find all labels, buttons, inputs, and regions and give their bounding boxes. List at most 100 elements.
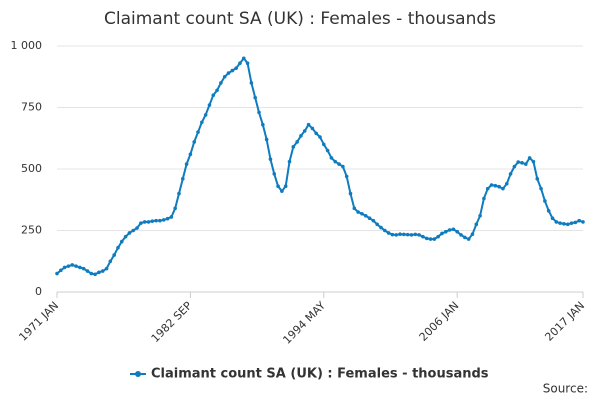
point [302,129,307,133]
point [341,164,345,169]
point [497,184,501,189]
point [356,210,360,214]
point [222,74,227,79]
point [432,237,437,241]
point [413,232,418,237]
point [89,271,94,276]
point [146,220,151,224]
point [158,218,162,223]
point [337,162,341,166]
legend-label: Claimant count SA (UK) : Females - thous… [151,367,489,382]
point [447,228,452,232]
point [249,81,254,85]
point [131,228,136,233]
point [546,209,551,213]
point [565,222,570,227]
point [55,271,59,276]
point [322,142,326,147]
point [100,269,105,273]
point [390,232,395,237]
point [177,191,181,196]
point [417,233,421,237]
point [508,172,513,176]
point [379,225,383,230]
point [436,234,440,239]
point [409,233,414,237]
point [66,264,71,268]
point [512,164,517,169]
point [291,145,296,149]
point [261,122,265,127]
point [287,159,292,164]
point [283,184,288,189]
point [234,66,238,70]
point [97,270,101,275]
legend-symbol-marker [135,371,141,377]
point [451,227,456,232]
point [192,140,197,144]
point [211,93,216,97]
point [550,216,555,220]
point [112,253,116,257]
y-tick-label: 750 [21,101,42,114]
point [581,220,585,224]
point [161,218,166,222]
series-line [56,56,584,276]
point [371,218,376,223]
point [318,135,322,139]
point [535,177,540,181]
point [459,233,463,237]
point [421,234,425,239]
point [474,222,479,227]
point [142,220,147,224]
point [577,218,581,223]
point [314,131,318,136]
point [504,181,509,186]
x-tick-label: 2017 JAN [542,299,587,344]
y-tick-label: 1 000 [11,39,43,52]
point [440,231,444,236]
point [127,231,132,235]
x-tick-label: 1994 MAY [280,299,328,347]
point [424,236,429,241]
point [257,110,261,115]
point [184,162,189,166]
point [62,265,67,270]
point [264,137,269,142]
point [527,156,532,160]
source: Source: [543,382,588,396]
point [154,218,158,223]
point [485,186,490,191]
point [295,140,299,144]
point [466,237,471,241]
point [333,159,338,164]
chart-title: Claimant count SA (UK) : Females - thous… [104,9,496,29]
point [215,88,219,93]
point [562,222,566,226]
point [352,206,357,211]
point [104,266,109,271]
point [489,183,494,187]
point [200,120,204,125]
point [382,228,387,233]
point [169,215,174,219]
point [219,81,223,85]
point [455,229,460,234]
point [478,213,482,218]
point [70,263,75,267]
point [363,213,368,218]
point [375,222,379,227]
point [74,264,78,268]
point [238,61,242,66]
point [398,232,402,236]
y-tick-label: 250 [21,224,42,237]
x-tick-label: 1971 JAN [16,299,61,344]
point [150,219,155,223]
point [310,126,315,131]
point [253,95,258,100]
y-tick-label: 500 [21,162,42,175]
point [501,186,505,191]
point [93,272,97,277]
point [463,235,467,240]
